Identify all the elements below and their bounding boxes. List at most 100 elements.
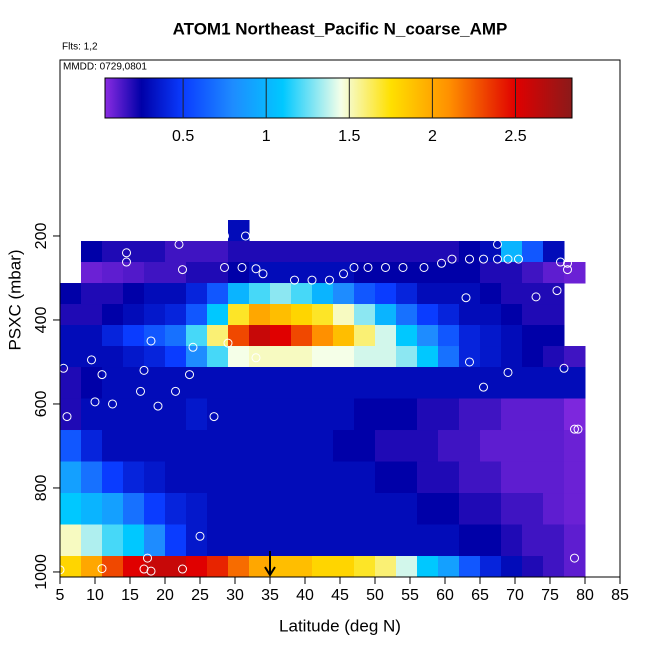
heat-cell [564,367,586,400]
heat-cell [543,398,565,431]
heat-cell [144,430,166,463]
heat-cell [60,493,82,526]
heat-cell [207,304,229,326]
heat-cell [354,461,376,494]
heat-cell [207,430,229,463]
heat-cell [228,241,250,263]
heat-cell [417,304,439,326]
heat-cell [186,493,208,526]
heat-cell [291,461,313,494]
flight-point [251,264,261,274]
y-tick-label: 600 [33,391,50,418]
flight-point [479,254,488,264]
heat-cell [186,262,208,284]
heat-cell [123,493,145,526]
heat-cell [249,430,271,463]
heat-cell [81,398,103,431]
flight-point [185,370,194,380]
heat-cell [480,241,502,263]
colorbar-tick-label: 1.5 [338,128,360,145]
heat-cell [60,556,82,578]
x-tick-label: 70 [506,587,524,604]
heat-cell [228,461,250,494]
heat-cell [186,304,208,326]
heat-cell [354,241,376,263]
heat-cell [123,461,145,494]
colorbar-tick-label: 1 [262,128,271,145]
heat-cell [165,304,187,326]
flight-point [136,386,145,396]
heat-cell [291,304,313,326]
flight-point [87,355,96,365]
flight-point [437,258,446,268]
heat-cell [165,283,187,305]
heat-cell [312,367,334,400]
heat-cell [543,262,565,284]
heat-cell [249,461,271,494]
heat-cell [102,430,124,463]
heat-cell [438,346,460,368]
heat-cell [417,241,439,263]
heat-cell [312,346,334,368]
flight-point [146,336,156,346]
heat-cell [60,367,82,400]
heat-cell [81,325,103,347]
heat-cell [102,346,124,368]
heat-cell [522,367,544,400]
heat-cell [375,556,397,578]
heat-cell [81,262,103,284]
flight-point [220,262,229,272]
heat-cell [459,241,481,263]
heat-cell [480,304,502,326]
heat-cell [60,346,82,368]
heat-cell [165,262,187,284]
flight-point [552,286,562,296]
heat-cell [480,398,502,431]
heat-cell [543,283,565,305]
heat-cell [396,556,418,578]
heat-cell [312,241,334,263]
heat-cell [123,430,145,463]
heat-cell [438,262,460,284]
heat-cell [102,367,124,400]
heat-cell [543,461,565,494]
heat-cell [144,367,166,400]
colorbar-tick-label: 0.5 [172,128,194,145]
heat-cell [207,241,229,263]
y-tick-label: 200 [33,223,50,250]
heat-cell [249,367,271,400]
heat-cell [102,461,124,494]
heat-cell [81,367,103,400]
heat-cell [270,304,292,326]
flight-point [419,262,429,272]
heat-cell [501,262,523,284]
heat-cell [207,461,229,494]
flight-point [97,564,107,574]
heat-cell [459,556,481,578]
heat-cell [354,262,376,284]
heat-cell [228,283,250,305]
heat-cell [228,524,250,557]
heat-cell [123,346,145,368]
heat-cell [291,283,313,305]
heat-cell [417,398,439,431]
flight-point [62,412,72,422]
heat-cell [375,304,397,326]
x-tick-label: 30 [226,587,244,604]
x-axis-label: Latitude (deg N) [279,616,401,635]
heat-cell [123,524,145,557]
heat-cell [459,430,481,463]
heat-cell [228,493,250,526]
heat-cell [438,493,460,526]
heat-cell [186,430,208,463]
flight-point [570,424,579,434]
heat-cell [396,304,418,326]
heat-cell [144,524,166,557]
heat-cell [522,325,544,347]
heat-cell [522,262,544,284]
heat-cell [354,556,376,578]
heat-cell [165,346,187,368]
heat-cell [501,241,523,263]
heat-cell [228,430,250,463]
